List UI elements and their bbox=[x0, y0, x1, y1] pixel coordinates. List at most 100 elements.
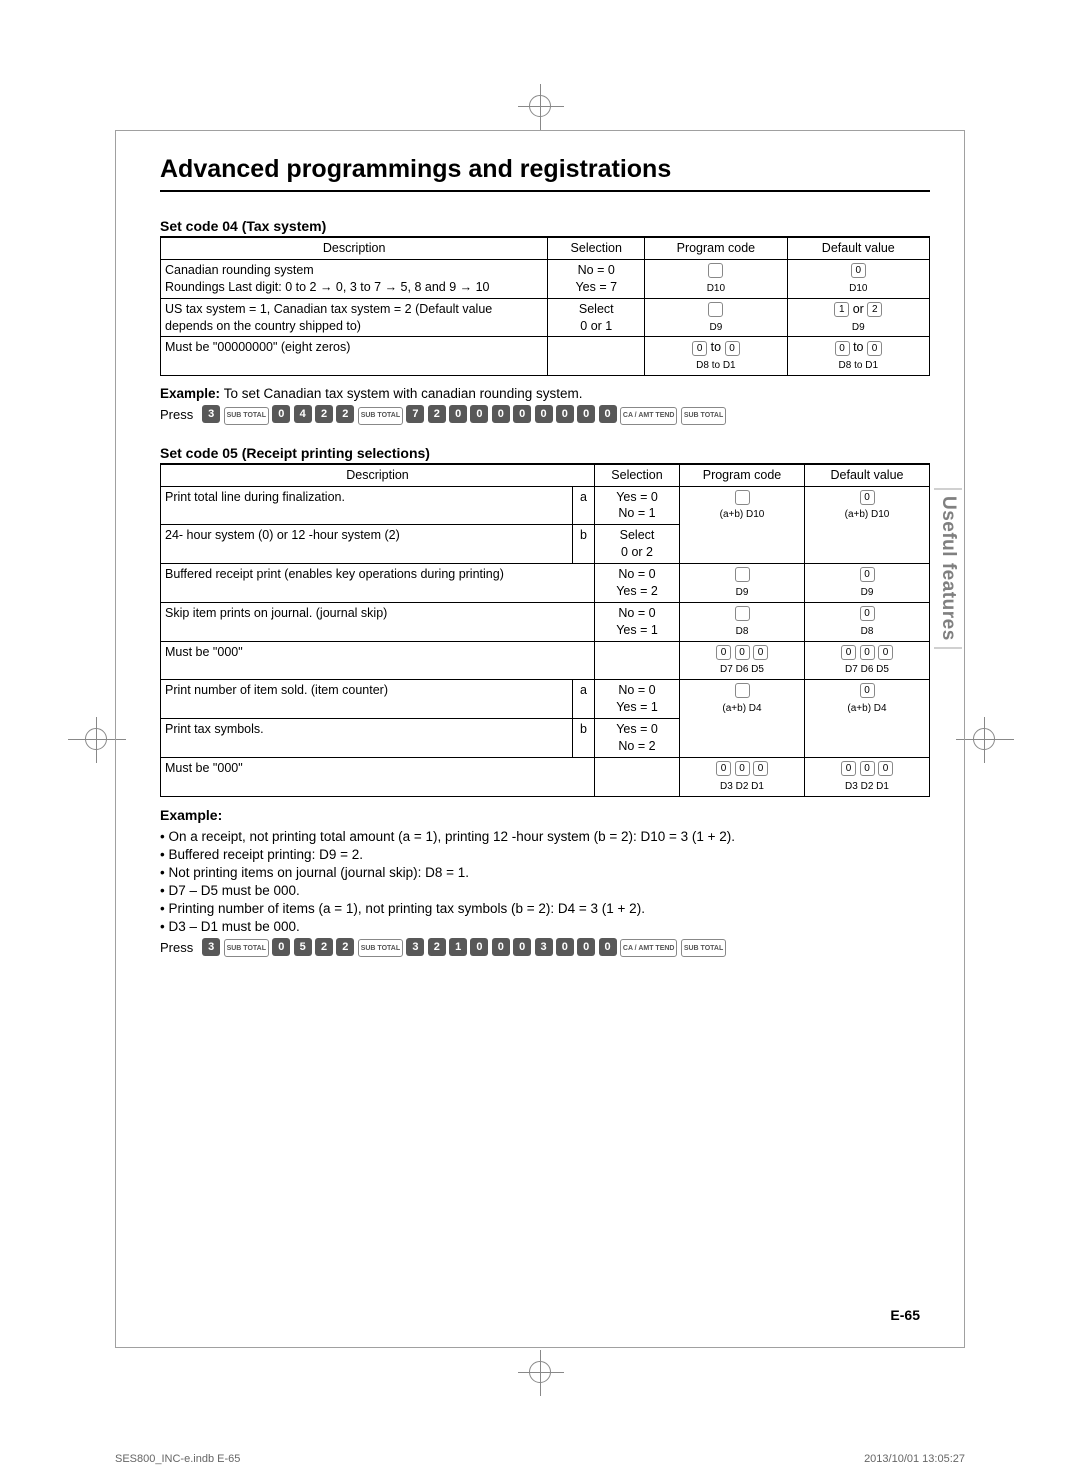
key-digit: 5 bbox=[294, 938, 312, 956]
side-tab: Useful features bbox=[934, 488, 962, 649]
key-digit: 0 bbox=[599, 938, 617, 956]
cell-prog: D9 bbox=[645, 298, 787, 337]
cell-def: 0 to 0D8 to D1 bbox=[787, 337, 929, 376]
example-04: Example: To set Canadian tax system with… bbox=[160, 386, 930, 401]
section-heading-05: Set code 05 (Receipt printing selections… bbox=[160, 445, 930, 464]
th-prog: Program code bbox=[645, 238, 787, 260]
bullet-item: • Buffered receipt printing: D9 = 2. bbox=[160, 847, 930, 862]
key-digit: 0 bbox=[513, 405, 531, 423]
key-text: SUB TOTAL bbox=[358, 407, 403, 425]
cell-sel: Select 0 or 2 bbox=[595, 525, 680, 564]
key-digit: 0 bbox=[470, 938, 488, 956]
key-digit: 2 bbox=[336, 405, 354, 423]
cell-desc: Print tax symbols. bbox=[161, 719, 573, 758]
key-text: SUB TOTAL bbox=[681, 407, 726, 425]
footer-right: 2013/10/01 13:05:27 bbox=[864, 1453, 965, 1465]
cell-prog: D10 bbox=[645, 259, 787, 298]
bullet-item: • Not printing items on journal (journal… bbox=[160, 865, 930, 880]
key-digit: 0 bbox=[577, 405, 595, 423]
key-digit: 0 bbox=[492, 938, 510, 956]
key-digit: 3 bbox=[202, 405, 220, 423]
cell-ab: a bbox=[573, 486, 595, 525]
page-content: Advanced programmings and registrations … bbox=[160, 155, 930, 977]
cell-prog: 0 0 0D3 D2 D1 bbox=[680, 757, 805, 796]
cell-def: 0(a+b) D4 bbox=[805, 680, 930, 758]
cell-def: 0 0 0D7 D6 D5 bbox=[805, 641, 930, 680]
cell-prog: D9 bbox=[680, 564, 805, 603]
key-digit: 7 bbox=[406, 405, 424, 423]
cell-desc: Print total line during finalization. bbox=[161, 486, 573, 525]
press-row-05: Press 3 SUB TOTAL 0 5 2 2 SUB TOTAL 3 2 … bbox=[160, 938, 930, 958]
cell-ab: b bbox=[573, 525, 595, 564]
cell-sel: Yes = 0 No = 1 bbox=[595, 486, 680, 525]
cell-sel: No = 0 Yes = 1 bbox=[595, 680, 680, 719]
key-digit: 0 bbox=[556, 405, 574, 423]
press-row-04: Press 3 SUB TOTAL 0 4 2 2 SUB TOTAL 7 2 … bbox=[160, 405, 930, 425]
key-text: SUB TOTAL bbox=[224, 407, 269, 425]
cell-sel: Yes = 0 No = 2 bbox=[595, 719, 680, 758]
section-heading-04: Set code 04 (Tax system) bbox=[160, 218, 930, 237]
bullet-item: • D3 – D1 must be 000. bbox=[160, 919, 930, 934]
bullet-item: • Printing number of items (a = 1), not … bbox=[160, 901, 930, 916]
key-text: SUB TOTAL bbox=[681, 939, 726, 957]
cell-def: 1 or 2D9 bbox=[787, 298, 929, 337]
key-text: CA / AMT TEND bbox=[620, 407, 678, 425]
example-heading-05: Example: bbox=[160, 807, 930, 823]
cell-def: 0D8 bbox=[805, 602, 930, 641]
cell-desc: Must be "00000000" (eight zeros) bbox=[161, 337, 548, 376]
key-digit: 2 bbox=[428, 405, 446, 423]
th-desc: Description bbox=[161, 464, 595, 486]
cell-ab: a bbox=[573, 680, 595, 719]
key-digit: 3 bbox=[202, 938, 220, 956]
footer-left: SES800_INC-e.indb E-65 bbox=[115, 1453, 240, 1465]
cell-prog: 0 0 0D7 D6 D5 bbox=[680, 641, 805, 680]
cell-desc: 24- hour system (0) or 12 -hour system (… bbox=[161, 525, 573, 564]
cell-sel: Select 0 or 1 bbox=[548, 298, 645, 337]
th-prog: Program code bbox=[680, 464, 805, 486]
cell-def: 0 0 0D3 D2 D1 bbox=[805, 757, 930, 796]
cell-sel bbox=[595, 641, 680, 680]
th-def: Default value bbox=[787, 238, 929, 260]
table-setcode-04: Description Selection Program code Defau… bbox=[160, 237, 930, 376]
cell-desc: Canadian rounding system Roundings Last … bbox=[161, 259, 548, 298]
key-digit: 2 bbox=[428, 938, 446, 956]
cell-sel: No = 0 Yes = 1 bbox=[595, 602, 680, 641]
cell-prog: (a+b) D10 bbox=[680, 486, 805, 564]
cell-desc: Must be "000" bbox=[161, 757, 595, 796]
th-sel: Selection bbox=[595, 464, 680, 486]
cell-prog: D8 bbox=[680, 602, 805, 641]
key-digit: 0 bbox=[577, 938, 595, 956]
cell-ab: b bbox=[573, 719, 595, 758]
cell-def: 0D9 bbox=[805, 564, 930, 603]
key-digit: 4 bbox=[294, 405, 312, 423]
page-title: Advanced programmings and registrations bbox=[160, 155, 930, 192]
cell-sel: No = 0 Yes = 2 bbox=[595, 564, 680, 603]
key-digit: 2 bbox=[315, 938, 333, 956]
key-digit: 0 bbox=[535, 405, 553, 423]
example-bullets: • On a receipt, not printing total amoun… bbox=[160, 829, 930, 934]
bullet-item: • D7 – D5 must be 000. bbox=[160, 883, 930, 898]
key-digit: 0 bbox=[272, 405, 290, 423]
key-digit: 2 bbox=[315, 405, 333, 423]
key-text: SUB TOTAL bbox=[358, 939, 403, 957]
key-digit: 0 bbox=[492, 405, 510, 423]
cell-prog: (a+b) D4 bbox=[680, 680, 805, 758]
cell-desc: Skip item prints on journal. (journal sk… bbox=[161, 602, 595, 641]
cell-desc: Must be "000" bbox=[161, 641, 595, 680]
th-def: Default value bbox=[805, 464, 930, 486]
key-digit: 1 bbox=[449, 938, 467, 956]
key-text: CA / AMT TEND bbox=[620, 939, 678, 957]
key-digit: 0 bbox=[556, 938, 574, 956]
cell-sel: No = 0 Yes = 7 bbox=[548, 259, 645, 298]
cell-def: 0D10 bbox=[787, 259, 929, 298]
table-setcode-05: Description Selection Program code Defau… bbox=[160, 464, 930, 797]
page-number: E-65 bbox=[890, 1307, 920, 1323]
key-digit: 0 bbox=[513, 938, 531, 956]
cell-sel bbox=[548, 337, 645, 376]
cell-def: 0(a+b) D10 bbox=[805, 486, 930, 564]
key-digit: 2 bbox=[336, 938, 354, 956]
cell-desc: US tax system = 1, Canadian tax system =… bbox=[161, 298, 548, 337]
key-digit: 3 bbox=[406, 938, 424, 956]
cell-desc: Print number of item sold. (item counter… bbox=[161, 680, 573, 719]
key-digit: 0 bbox=[599, 405, 617, 423]
